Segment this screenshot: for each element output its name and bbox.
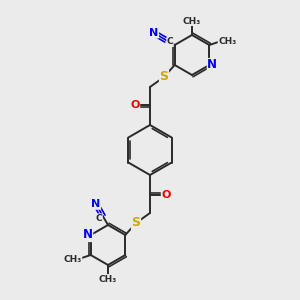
- Text: O: O: [161, 190, 171, 200]
- Text: CH₃: CH₃: [64, 254, 82, 263]
- Text: S: S: [131, 217, 140, 230]
- Text: CH₃: CH₃: [183, 16, 201, 26]
- Text: N: N: [92, 199, 100, 209]
- Text: C: C: [96, 214, 102, 223]
- Text: CH₃: CH₃: [99, 274, 117, 284]
- Text: CH₃: CH₃: [218, 37, 236, 46]
- Text: O: O: [130, 100, 140, 110]
- Text: N: N: [207, 58, 217, 71]
- Text: N: N: [83, 229, 93, 242]
- Text: C: C: [167, 38, 173, 46]
- Text: S: S: [160, 70, 169, 83]
- Text: N: N: [149, 28, 158, 38]
